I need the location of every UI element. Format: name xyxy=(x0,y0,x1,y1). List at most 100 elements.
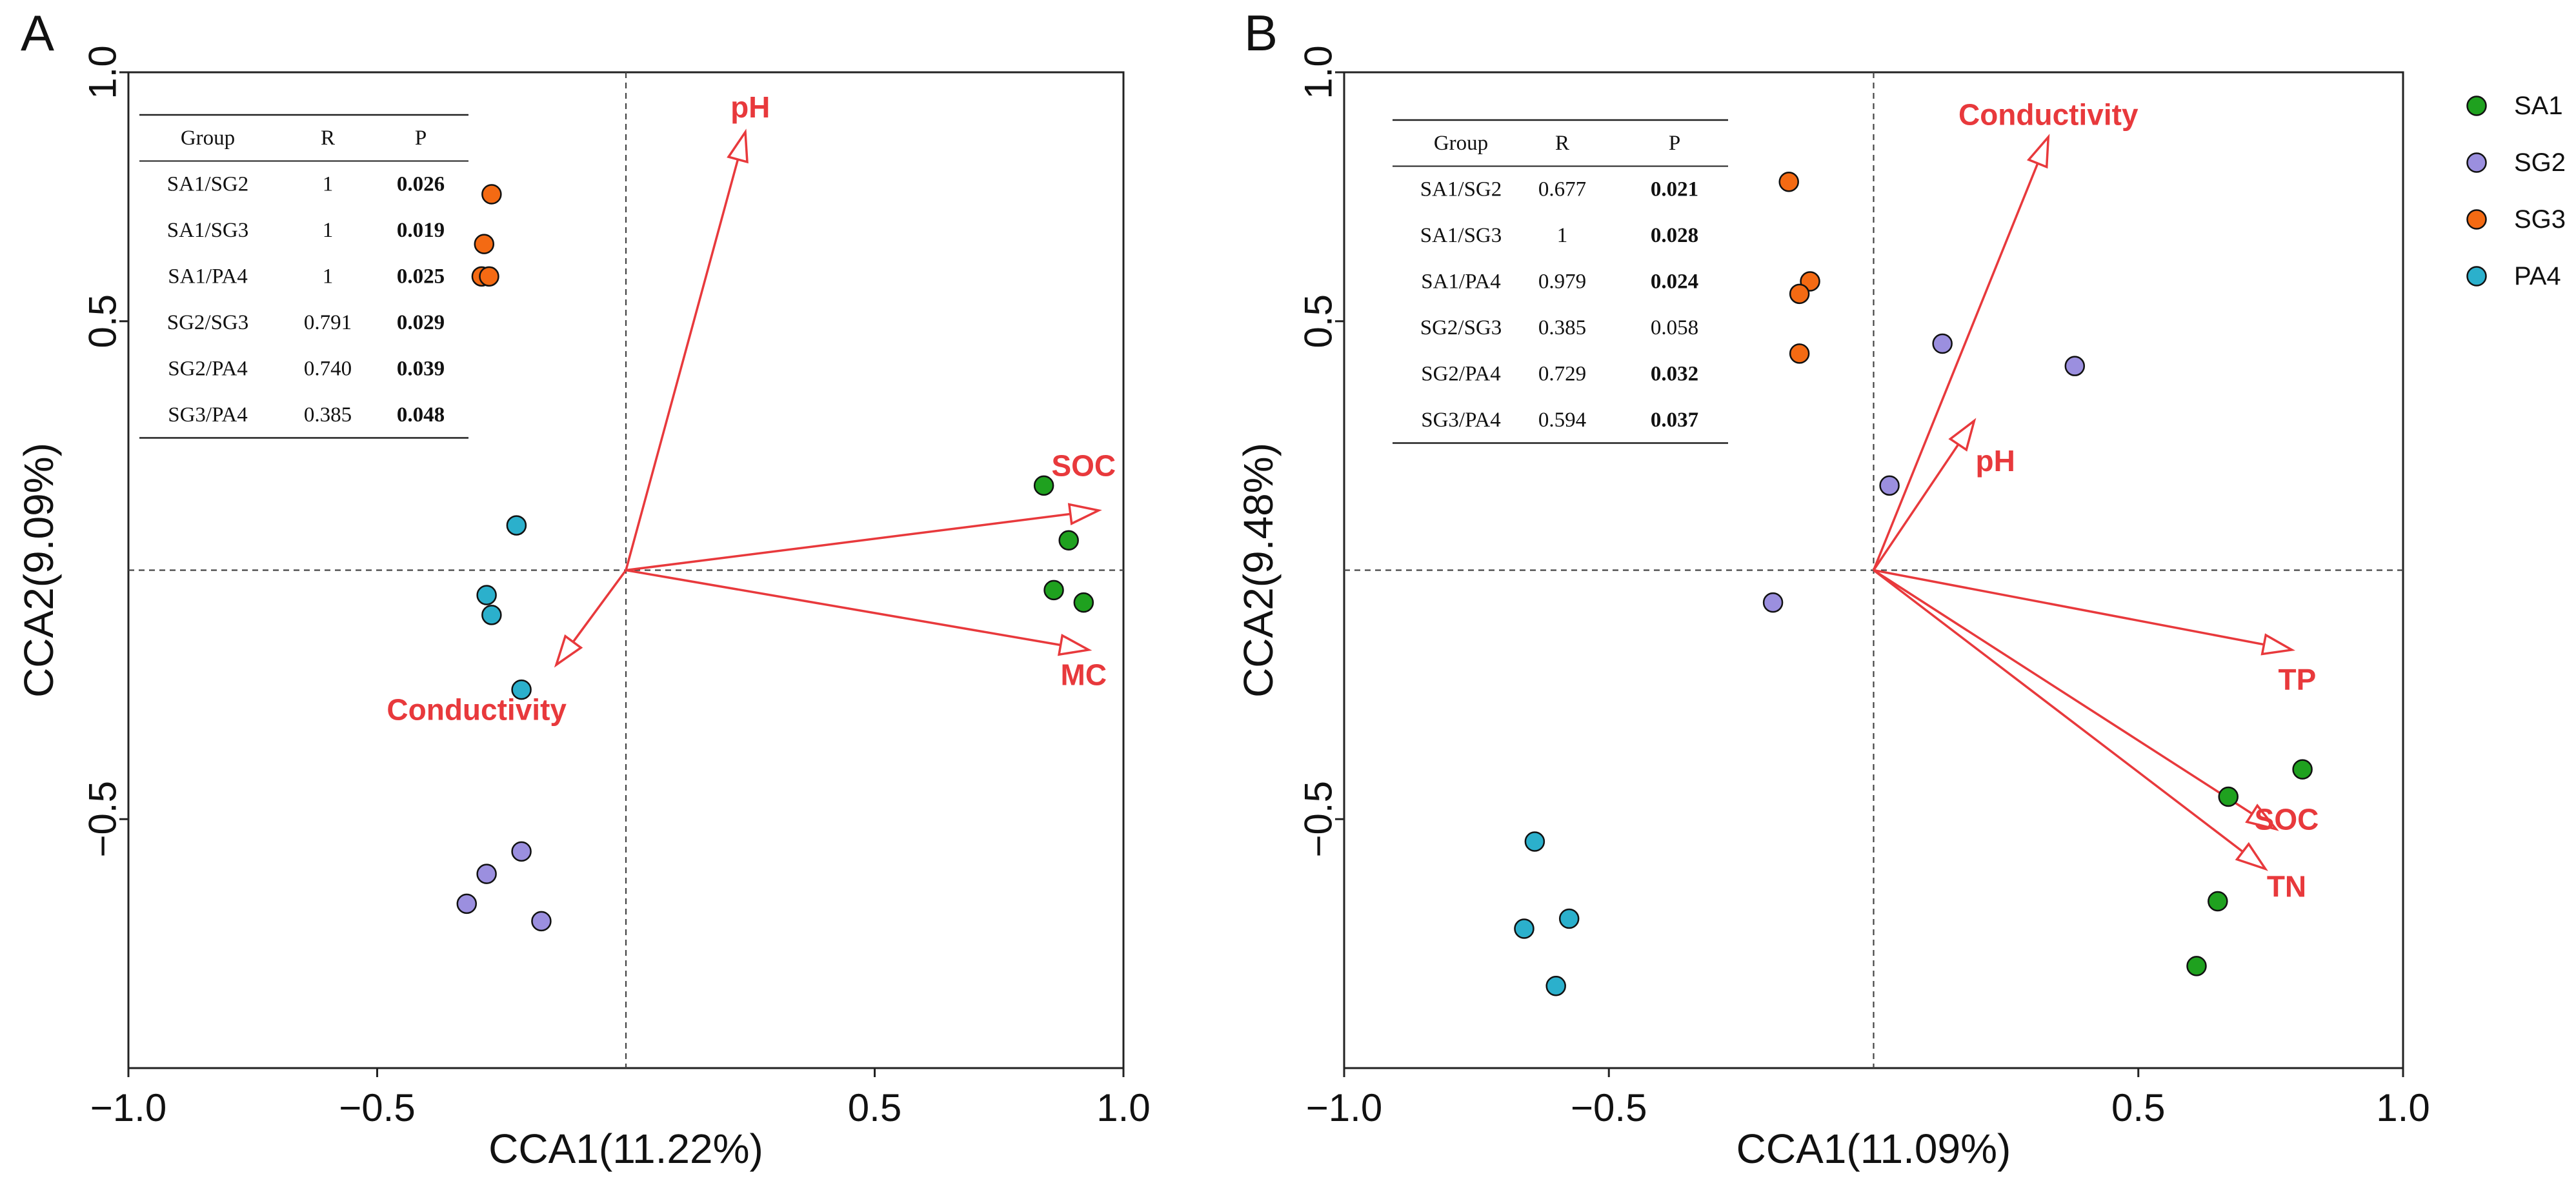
point-sg3 xyxy=(479,266,499,287)
x-tick-label: 1.0 xyxy=(2376,1086,2430,1129)
vector-label-soc: SOC xyxy=(2255,802,2319,836)
legend-label-pa4: PA4 xyxy=(2514,262,2561,290)
y-tick-label: −0.5 xyxy=(1297,781,1340,857)
vector-ph-arrowhead xyxy=(727,128,749,164)
vector-soc-arrowhead xyxy=(2245,803,2279,831)
point-sa1 xyxy=(2218,786,2239,807)
vector-tp-line xyxy=(1873,569,2264,646)
table-cell: SA1/PA4 xyxy=(1421,270,1501,293)
vector-label-soc: SOC xyxy=(1051,449,1116,482)
point-sg2 xyxy=(511,841,532,862)
y-tick-label: 0.5 xyxy=(1297,294,1340,348)
table-cell: 0.385 xyxy=(1538,316,1586,339)
point-sg3 xyxy=(1789,283,1810,305)
legend-label-sg3: SG3 xyxy=(2514,205,2566,234)
table-cell: SA1/SG3 xyxy=(1420,224,1502,247)
table-header-r: R xyxy=(321,126,335,150)
vector-conductivity-arrowhead xyxy=(554,634,583,668)
vector-ph-line xyxy=(625,159,740,571)
vector-soc-line xyxy=(1873,569,2253,815)
table-cell: 0.032 xyxy=(1651,362,1698,385)
legend-marker-sg2 xyxy=(2466,152,2487,173)
point-sg2 xyxy=(2064,356,2086,376)
vector-tp-arrowhead xyxy=(2260,633,2296,656)
vector-mc-line xyxy=(625,569,1061,647)
table-cell: 0.039 xyxy=(397,357,445,380)
point-sg2 xyxy=(531,911,552,932)
vector-tn-line xyxy=(1873,569,2244,853)
y-tick-label: −0.5 xyxy=(81,781,125,857)
table-cell: 0.026 xyxy=(397,172,445,196)
point-sg2 xyxy=(476,864,497,884)
table-cell: SG2/PA4 xyxy=(1421,362,1501,385)
table-cell: 0.979 xyxy=(1538,270,1586,293)
y-tick-label: 1.0 xyxy=(1297,45,1340,99)
x-tick-label: 1.0 xyxy=(1096,1086,1150,1129)
table-cell: 0.021 xyxy=(1651,177,1698,201)
stats-table: Group R P SA1/SG2 0.677 0.021 SA1/SG3 1 0.028 SA1… xyxy=(1393,119,1728,444)
stats-table: Group R P SA1/SG2 1 0.026 SA1/SG3 1 0.019 SA1/PA4… xyxy=(139,114,468,439)
vector-ph-arrowhead xyxy=(1948,418,1977,452)
vector-conductivity-line xyxy=(1872,163,2039,571)
vector-label-conductivity: Conductivity xyxy=(387,693,567,727)
table-cell: 0.048 xyxy=(397,403,445,427)
point-sg2 xyxy=(1762,592,1784,613)
panel-letter-b: B xyxy=(1244,5,1278,61)
table-cell: SA1/SG3 xyxy=(167,219,249,242)
table-cell: SG2/SG3 xyxy=(1420,316,1502,339)
point-sa1 xyxy=(2292,759,2313,780)
vector-label-tn: TN xyxy=(2267,869,2306,903)
vector-conductivity-arrowhead xyxy=(2026,134,2050,169)
x-tick-label: −1.0 xyxy=(1306,1086,1382,1129)
point-pa4 xyxy=(511,679,532,700)
table-cell: 0.677 xyxy=(1538,177,1586,201)
x-axis-label: CCA1(11.09%) xyxy=(1736,1126,2011,1172)
table-header-p: P xyxy=(1669,132,1680,155)
table-cell: 1 xyxy=(323,219,334,242)
point-pa4 xyxy=(1514,918,1535,939)
panel-letter-a: A xyxy=(21,5,54,61)
point-sg2 xyxy=(1879,475,1900,496)
table-header-p: P xyxy=(415,126,427,150)
vector-label-mc: MC xyxy=(1061,658,1107,692)
vector-label-ph: pH xyxy=(1976,444,2015,478)
y-tick-label: 0.5 xyxy=(81,294,125,348)
y-axis-label: CCA2(9.48%) xyxy=(1235,443,1282,698)
point-pa4 xyxy=(506,515,527,536)
point-sg2 xyxy=(456,893,478,914)
x-tick-label: −1.0 xyxy=(90,1086,166,1129)
vector-soc-arrowhead xyxy=(1067,503,1102,525)
x-tick-label: 0.5 xyxy=(848,1086,901,1129)
y-axis-label: CCA2(9.09%) xyxy=(15,443,62,698)
table-cell: 1 xyxy=(323,265,334,288)
point-sa1 xyxy=(1058,530,1079,551)
vector-conductivity-line xyxy=(572,569,627,643)
x-tick-label: −0.5 xyxy=(1571,1086,1647,1129)
point-pa4 xyxy=(1524,831,1545,852)
point-sg3 xyxy=(474,234,495,254)
table-cell: 0.385 xyxy=(304,403,352,427)
point-sg2 xyxy=(1932,333,1953,354)
vector-ph-line xyxy=(1873,443,1960,571)
table-cell: 1 xyxy=(1557,224,1568,247)
point-pa4 xyxy=(476,585,497,605)
table-header-group: Group xyxy=(181,126,235,150)
vector-tn-arrowhead xyxy=(2235,842,2268,871)
point-pa4 xyxy=(1558,908,1580,929)
table-cell: 0.729 xyxy=(1538,362,1586,385)
x-tick-label: 0.5 xyxy=(2111,1086,2165,1129)
table-cell: SG3/PA4 xyxy=(168,403,248,427)
table-cell: 0.791 xyxy=(304,311,352,334)
point-sa1 xyxy=(1033,475,1054,496)
vector-soc-line xyxy=(625,512,1071,572)
vector-mc-arrowhead xyxy=(1057,633,1092,656)
table-cell: 0.740 xyxy=(304,357,352,380)
table-cell: SA1/SG2 xyxy=(1420,177,1502,201)
legend-marker-sa1 xyxy=(2466,96,2487,116)
table-cell: SG3/PA4 xyxy=(1421,409,1501,432)
panel-a: −1.0 −0.5 0.5 1.0 1.0 0.5 −0.5 CCA1(11.22%) CCA2… xyxy=(15,45,1151,1172)
panel-b: −1.0 −0.5 0.5 1.0 1.0 0.5 −0.5 CCA1(11.09%) CCA2… xyxy=(1235,45,2430,1172)
vector-label-ph: pH xyxy=(730,90,770,124)
y-tick-label: 1.0 xyxy=(81,45,125,99)
table-cell: 0.029 xyxy=(397,311,445,334)
